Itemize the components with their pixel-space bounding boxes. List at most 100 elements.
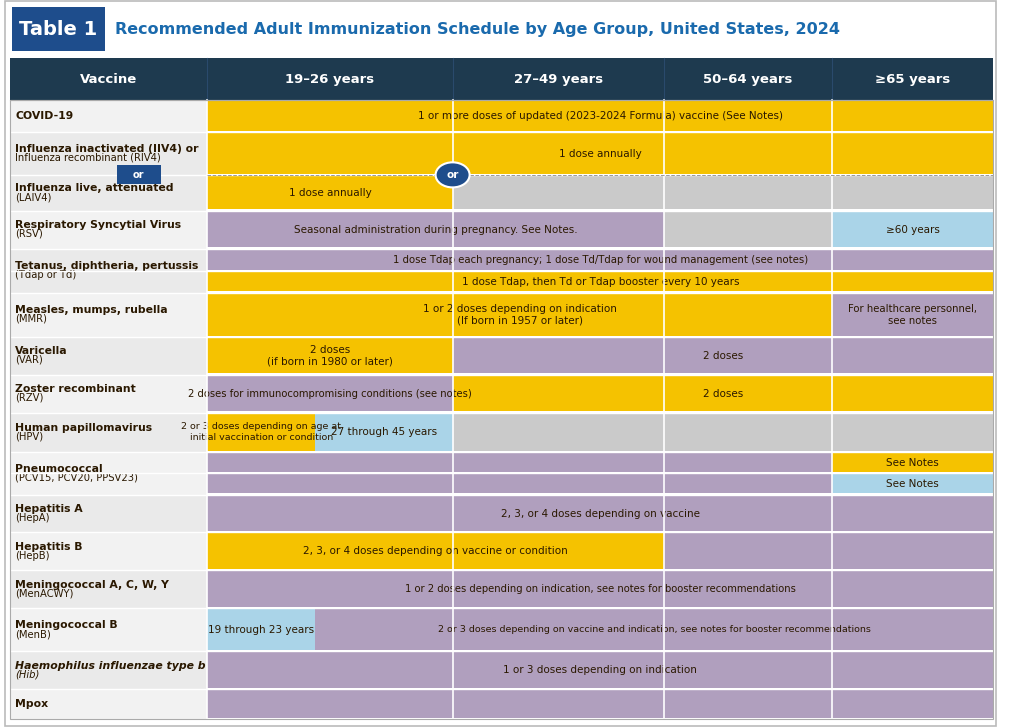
Bar — [664, 532, 993, 569]
Text: (RZV): (RZV) — [15, 393, 43, 403]
Bar — [207, 293, 833, 336]
Bar — [10, 132, 207, 175]
Bar — [12, 7, 105, 51]
Bar — [207, 272, 993, 291]
Bar — [453, 375, 993, 411]
Bar — [10, 689, 207, 719]
Bar — [117, 165, 161, 184]
Text: COVID-19: COVID-19 — [15, 111, 74, 122]
Text: (MenB): (MenB) — [15, 629, 51, 639]
Text: (MenACWY): (MenACWY) — [15, 589, 74, 599]
Bar — [10, 571, 207, 609]
Text: 2, 3, or 4 doses depending on vaccine or condition: 2, 3, or 4 doses depending on vaccine or… — [303, 547, 568, 556]
Text: (VAR): (VAR) — [15, 355, 43, 365]
Text: 1 dose annually: 1 dose annually — [559, 149, 642, 159]
Bar — [207, 100, 993, 131]
Text: 1 dose Tdap, then Td or Tdap booster every 10 years: 1 dose Tdap, then Td or Tdap booster eve… — [462, 277, 739, 287]
Bar — [453, 336, 993, 373]
Bar — [10, 651, 207, 689]
Text: 50–64 years: 50–64 years — [703, 73, 793, 86]
Bar — [207, 689, 993, 719]
Text: Hepatitis A: Hepatitis A — [15, 504, 83, 514]
Text: 27 through 45 years: 27 through 45 years — [331, 427, 437, 438]
Bar — [10, 375, 207, 413]
Bar — [207, 571, 993, 607]
Text: Influenza live, attenuated: Influenza live, attenuated — [15, 183, 173, 194]
Text: 2 or 3 doses depending on age at
initial vaccination or condition: 2 or 3 doses depending on age at initial… — [181, 422, 341, 442]
Bar — [453, 175, 993, 210]
Text: 19 through 23 years: 19 through 23 years — [208, 625, 314, 635]
Text: Seasonal administration during pregnancy. See Notes.: Seasonal administration during pregnancy… — [294, 224, 578, 234]
Bar — [833, 210, 993, 248]
Text: 2 or 3 doses depending on vaccine and indication, see notes for booster recommen: 2 or 3 doses depending on vaccine and in… — [438, 625, 870, 634]
Text: 27–49 years: 27–49 years — [514, 73, 603, 86]
Bar — [207, 132, 993, 174]
Text: Measles, mumps, rubella: Measles, mumps, rubella — [15, 305, 168, 315]
Text: Hepatitis B: Hepatitis B — [15, 542, 83, 552]
Bar — [453, 413, 993, 451]
Text: (PCV15, PCV20, PPSV23): (PCV15, PCV20, PPSV23) — [15, 472, 138, 483]
Text: 2, 3, or 4 doses depending on vaccine: 2, 3, or 4 doses depending on vaccine — [501, 508, 699, 518]
Text: Zoster recombinant: Zoster recombinant — [15, 384, 136, 394]
Text: Meningococcal B: Meningococcal B — [15, 620, 118, 630]
Text: (HepA): (HepA) — [15, 513, 49, 523]
Ellipse shape — [435, 162, 470, 187]
Text: or: or — [133, 170, 144, 180]
Bar — [10, 452, 207, 473]
Bar — [207, 494, 993, 531]
Text: 1 dose Tdap each pregnancy; 1 dose Td/Tdap for wound management (see notes): 1 dose Tdap each pregnancy; 1 dose Td/Td… — [392, 255, 808, 265]
Text: Meningococcal A, C, W, Y: Meningococcal A, C, W, Y — [15, 580, 169, 590]
Text: 2 doses: 2 doses — [702, 389, 743, 398]
Bar — [10, 2, 993, 58]
Text: (LAIV4): (LAIV4) — [15, 192, 51, 202]
Text: (Tdap or Td): (Tdap or Td) — [15, 270, 76, 280]
Bar — [10, 100, 207, 132]
Text: (RSV): (RSV) — [15, 229, 43, 239]
Text: 2 doses
(if born in 1980 or later): 2 doses (if born in 1980 or later) — [267, 344, 393, 367]
Bar — [10, 336, 207, 375]
Bar — [207, 452, 833, 472]
Text: 1 or 3 doses depending on indication: 1 or 3 doses depending on indication — [504, 665, 697, 675]
Bar — [833, 293, 993, 336]
Text: or: or — [446, 170, 459, 180]
Text: 1 or more doses of updated (2023-2024 Formula) vaccine (See Notes): 1 or more doses of updated (2023-2024 Fo… — [418, 111, 782, 122]
Bar — [10, 609, 207, 651]
Bar — [833, 473, 993, 494]
Bar — [207, 651, 993, 688]
Bar — [207, 175, 453, 210]
Text: ≥60 years: ≥60 years — [886, 224, 940, 234]
Text: 1 or 2 doses depending on indication
(If born in 1957 or later): 1 or 2 doses depending on indication (If… — [423, 304, 616, 325]
Bar — [10, 248, 207, 272]
Bar — [10, 494, 207, 532]
Text: Varicella: Varicella — [15, 347, 68, 356]
Bar — [207, 413, 315, 451]
Bar — [207, 375, 453, 411]
Text: 1 or 2 doses depending on indication, see notes for booster recommendations: 1 or 2 doses depending on indication, se… — [404, 585, 796, 595]
Bar — [10, 175, 207, 210]
Text: (MMR): (MMR) — [15, 314, 47, 324]
Bar — [664, 210, 833, 248]
Text: Influenza recombinant (RIV4): Influenza recombinant (RIV4) — [15, 153, 161, 163]
Bar — [833, 452, 993, 472]
Bar — [315, 413, 453, 451]
Bar — [207, 210, 664, 248]
Text: ≥65 years: ≥65 years — [876, 73, 950, 86]
Bar — [10, 293, 207, 336]
Text: Respiratory Syncytial Virus: Respiratory Syncytial Virus — [15, 220, 181, 230]
Bar — [207, 609, 315, 650]
Bar — [207, 248, 993, 270]
Text: Mpox: Mpox — [15, 699, 48, 709]
Text: Tetanus, diphtheria, pertussis: Tetanus, diphtheria, pertussis — [15, 261, 199, 271]
Bar — [10, 532, 207, 571]
Text: Human papillomavirus: Human papillomavirus — [15, 423, 153, 433]
Text: Vaccine: Vaccine — [80, 73, 137, 86]
Bar — [10, 473, 207, 494]
Text: 1 dose annually: 1 dose annually — [289, 188, 372, 198]
Text: (Hib): (Hib) — [15, 669, 39, 679]
Text: Recommended Adult Immunization Schedule by Age Group, United States, 2024: Recommended Adult Immunization Schedule … — [115, 22, 840, 36]
Text: Influenza inactivated (IIV4) or: Influenza inactivated (IIV4) or — [15, 144, 199, 154]
Bar — [10, 210, 207, 248]
Text: (HPV): (HPV) — [15, 432, 43, 442]
Bar — [315, 609, 993, 650]
Text: 19–26 years: 19–26 years — [286, 73, 375, 86]
